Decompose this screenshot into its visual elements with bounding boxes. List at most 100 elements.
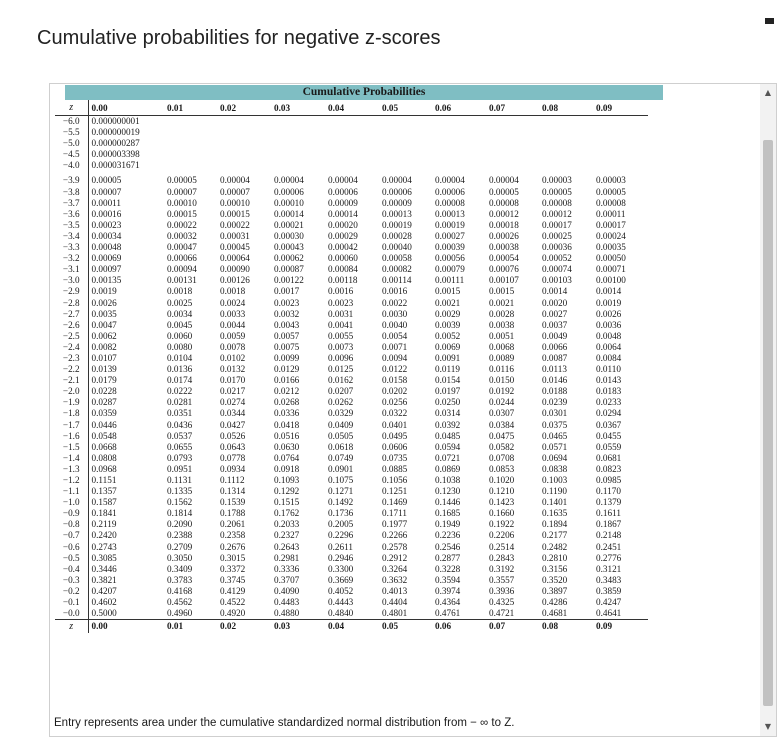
prob-cell <box>435 138 489 149</box>
prob-cell: 0.0808 <box>87 452 167 464</box>
prob-cell: 0.0233 <box>596 397 622 408</box>
z-cell: −0.8 <box>62 519 80 530</box>
prob-cell: 0.0038 <box>489 319 515 330</box>
prob-cell: 0.0436 <box>167 419 193 430</box>
table-row: −0.4 0.3446 0.3409 0.3372 0.3336 0.3300 0.3264… <box>55 563 648 575</box>
cumulative-banner: Cumulative Probabilities <box>65 85 663 100</box>
prob-cell: 0.0035 <box>87 308 167 320</box>
prob-cell: 0.000000287 <box>87 138 167 150</box>
prob-cell: 0.0336 <box>274 408 300 419</box>
prob-cell: 0.2005 <box>328 519 354 530</box>
prob-cell: 0.4286 <box>542 597 568 608</box>
prob-cell: 0.0023 <box>274 297 300 308</box>
prob-cell: 0.0099 <box>274 352 300 363</box>
column-header: 0.00 <box>87 100 167 116</box>
prob-cell: 0.0030 <box>382 308 408 319</box>
prob-cell <box>220 127 274 138</box>
prob-cell: 0.3156 <box>542 563 568 574</box>
z-cell: −3.0 <box>62 275 80 286</box>
vertical-scrollbar[interactable]: ▲ ▼ <box>760 84 776 736</box>
prob-cell: 0.1379 <box>596 497 622 508</box>
prob-cell: 0.4562 <box>167 597 193 608</box>
prob-cell: 0.00079 <box>435 264 465 275</box>
prob-cell: 0.0107 <box>87 352 167 365</box>
prob-cell: 0.000000019 <box>87 127 167 139</box>
z-cell: −2.5 <box>62 330 80 341</box>
prob-cell <box>542 116 596 128</box>
prob-cell: 0.0139 <box>87 364 167 376</box>
prob-cell <box>489 116 542 128</box>
prob-cell: 0.0150 <box>489 375 515 386</box>
prob-cell: 0.00004 <box>489 175 519 186</box>
z-cell: −0.9 <box>62 508 80 519</box>
prob-cell: 0.00122 <box>274 275 304 286</box>
prob-cell <box>274 149 328 160</box>
prob-cell: 0.3783 <box>167 574 193 585</box>
prob-cell: 0.4443 <box>328 597 354 608</box>
column-footer: 0.01 <box>167 619 220 634</box>
prob-cell: 0.0036 <box>596 319 622 330</box>
z-cell: −5.0 <box>62 138 80 149</box>
prob-cell <box>328 116 382 128</box>
prob-cell: 0.1635 <box>542 508 568 519</box>
prob-cell <box>220 116 274 128</box>
scroll-down-icon[interactable]: ▼ <box>764 722 772 731</box>
prob-cell: 0.3300 <box>328 563 354 574</box>
prob-cell: 0.2843 <box>489 552 515 563</box>
prob-cell: 0.2327 <box>274 530 300 541</box>
prob-cell: 0.1210 <box>489 486 515 497</box>
prob-cell: 0.0087 <box>542 352 568 363</box>
prob-cell: 0.00004 <box>274 175 304 186</box>
z-cell: −2.2 <box>62 364 80 375</box>
prob-cell: 0.1020 <box>489 475 515 485</box>
prob-cell: 0.0019 <box>596 297 622 308</box>
column-footer: 0.05 <box>382 619 435 634</box>
table-row: −3.6 0.00016 0.00015 0.00015 0.00014 0.00014 0… <box>55 208 648 220</box>
prob-cell: 0.00066 <box>167 253 197 264</box>
prob-cell: 0.1867 <box>596 519 622 530</box>
table-row: −1.5 0.0668 0.0655 0.0643 0.0630 0.0618 0.0606… <box>55 441 648 453</box>
prob-cell: 0.00017 <box>542 219 572 230</box>
column-footer: 0.00 <box>87 619 167 634</box>
prob-cell: 0.00050 <box>596 253 626 264</box>
column-header: 0.08 <box>542 100 596 116</box>
prob-cell: 0.0052 <box>435 330 461 341</box>
prob-cell: 0.1660 <box>489 508 515 519</box>
table-row: −2.5 0.0062 0.0060 0.0059 0.0057 0.0055 0.0054… <box>55 330 648 342</box>
z-cell: −3.4 <box>62 230 80 241</box>
prob-cell: 0.1401 <box>542 497 568 508</box>
z-cell: −1.7 <box>62 419 80 430</box>
prob-cell: 0.4761 <box>435 608 461 619</box>
table-row: −4.5 0.000003398 <box>55 149 648 161</box>
prob-cell: 0.4207 <box>87 585 167 598</box>
prob-cell: 0.0294 <box>596 408 622 419</box>
prob-cell: 0.0968 <box>87 463 167 475</box>
prob-cell: 0.2119 <box>87 519 167 531</box>
prob-cell: 0.0024 <box>220 297 246 308</box>
scroll-thumb[interactable] <box>763 140 773 706</box>
table-row: −2.9 0.0019 0.0018 0.0018 0.0017 0.0016 0.0016… <box>55 286 648 298</box>
prob-cell: 0.0548 <box>87 430 167 442</box>
prob-cell: 0.2676 <box>220 541 246 552</box>
prob-cell: 0.00094 <box>167 264 197 275</box>
prob-cell: 0.0239 <box>542 397 568 408</box>
prob-cell: 0.1112 <box>220 475 245 485</box>
prob-cell: 0.00097 <box>87 264 167 276</box>
prob-cell: 0.0037 <box>542 319 568 330</box>
prob-cell: 0.2388 <box>167 530 193 541</box>
prob-cell <box>167 160 220 171</box>
prob-cell: 0.00069 <box>87 253 167 265</box>
prob-cell: 0.00009 <box>382 197 412 208</box>
prob-cell: 0.0618 <box>328 441 354 452</box>
prob-cell: 0.0655 <box>167 441 193 452</box>
table-row: −0.6 0.2743 0.2709 0.2676 0.2643 0.2611 0.2578… <box>55 541 648 553</box>
prob-cell: 0.4602 <box>87 597 167 609</box>
table-panel[interactable]: Cumulative Probabilities z 0.00 0.01 0.02 0… <box>49 83 777 737</box>
prob-cell: 0.0985 <box>596 475 622 485</box>
prob-cell: 0.1170 <box>596 486 621 497</box>
prob-cell: 0.0022 <box>382 297 408 308</box>
prob-cell: 0.00082 <box>382 264 412 275</box>
scroll-up-icon[interactable]: ▲ <box>764 88 772 97</box>
prob-cell: 0.00107 <box>489 275 519 286</box>
prob-cell: 0.2877 <box>435 552 461 563</box>
